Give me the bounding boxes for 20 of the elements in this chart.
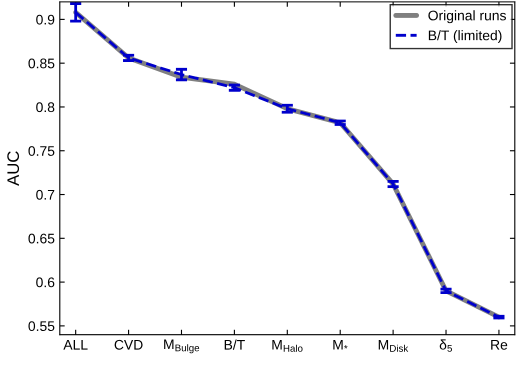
x-tick-label: M$_{Halo}$ (272, 340, 303, 352)
x-tick-label: CVD (114, 340, 143, 350)
x-tick-label: M$_{Disk}$ (378, 340, 408, 352)
x-tick-label: δ$_{5}$ (440, 339, 452, 352)
x-tick-label: M$_{*}$ (333, 340, 348, 350)
y-tick-label: 0.7 (36, 190, 54, 200)
y-tick-label: 0.65 (28, 234, 54, 244)
legend-label: Original runs (428, 10, 506, 24)
x-tick-label: ALL (63, 340, 88, 350)
y-tick-label: 0.6 (36, 277, 54, 288)
x-tick-label: M$_{Bulge}$ (164, 340, 200, 354)
y-tick-label: 0.9 (36, 14, 54, 25)
legend-label: B/T (limited) (428, 30, 502, 44)
y-tick-label: 0.55 (28, 321, 54, 332)
y-tick-label: 0.85 (28, 58, 54, 68)
y-tick-label: 0.8 (36, 102, 54, 112)
y-axis-title: AUC (7, 151, 20, 186)
x-tick-label: Re (491, 340, 508, 350)
y-tick-label: 0.75 (28, 146, 54, 156)
x-tick-label: B/T (224, 340, 245, 350)
